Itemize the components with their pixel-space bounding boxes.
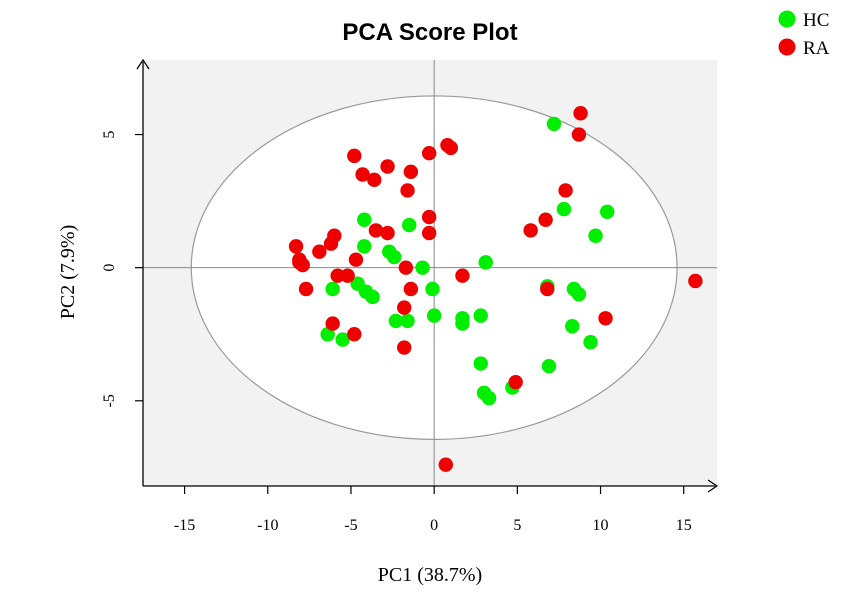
- point-ra: [347, 148, 362, 164]
- legend-label-ra: RA: [803, 38, 830, 59]
- point-ra: [508, 374, 523, 390]
- point-ra: [368, 223, 384, 238]
- point-hc: [546, 116, 562, 132]
- point-ra: [323, 236, 339, 251]
- point-ra: [538, 212, 553, 227]
- point-hc: [388, 313, 404, 329]
- point-ra: [330, 268, 345, 283]
- point-ra: [325, 316, 340, 331]
- point-ra: [443, 140, 458, 156]
- point-ra: [573, 106, 588, 121]
- axes: -15 -10 -5 0 5 10 15 -5 0 5: [101, 58, 719, 534]
- point-ra: [421, 225, 437, 241]
- point-hc: [325, 281, 340, 297]
- y-tick-label: 0: [101, 264, 118, 272]
- point-hc: [583, 335, 598, 350]
- point-ra: [540, 281, 555, 297]
- legend: HC RA: [778, 10, 830, 59]
- point-ra: [380, 225, 395, 241]
- point-ra: [397, 340, 412, 355]
- point-ra: [455, 268, 470, 283]
- point-hc: [556, 201, 572, 217]
- point-hc: [400, 313, 415, 329]
- plot-area: [143, 60, 717, 486]
- point-hc: [473, 308, 488, 323]
- point-hc: [365, 289, 380, 305]
- point-ra: [347, 327, 362, 342]
- x-tick-label: -10: [257, 517, 278, 534]
- point-ra: [403, 281, 419, 297]
- point-hc: [565, 319, 580, 334]
- y-tick-label: -5: [101, 394, 118, 407]
- point-hc: [455, 316, 470, 331]
- y-ticks: -5 0 5: [101, 131, 143, 407]
- point-hc: [481, 390, 497, 406]
- point-hc: [402, 217, 417, 233]
- point-ra: [688, 273, 703, 289]
- point-ra: [298, 281, 314, 297]
- point-hc: [588, 228, 603, 243]
- y-tick-label: 5: [101, 131, 118, 139]
- point-hc: [473, 356, 488, 371]
- x-tick-label: 10: [593, 517, 609, 534]
- point-ra: [403, 164, 419, 180]
- x-ticks: -15 -10 -5 0 5 10 15: [174, 486, 692, 534]
- point-ra: [288, 239, 304, 254]
- x-tick-label: -15: [174, 517, 195, 534]
- point-ra: [421, 209, 437, 225]
- x-tick-label: 0: [430, 517, 438, 534]
- chart-title: PCA Score Plot: [342, 19, 517, 46]
- point-hc: [387, 249, 402, 265]
- point-ra: [397, 300, 412, 315]
- x-axis-label: PC1 (38.7%): [378, 564, 482, 586]
- point-hc: [425, 281, 440, 297]
- point-ra: [421, 145, 437, 161]
- legend-marker-ra: [778, 38, 796, 56]
- point-hc: [478, 255, 493, 270]
- y-axis-arrow: [136, 58, 150, 70]
- point-ra: [355, 167, 370, 182]
- point-hc: [571, 287, 587, 302]
- x-tick-label: 15: [676, 517, 692, 534]
- point-ra: [558, 183, 573, 198]
- legend-marker-hc: [778, 10, 796, 28]
- legend-label-hc: HC: [803, 10, 829, 31]
- point-ra: [312, 244, 327, 259]
- point-ra: [598, 311, 613, 326]
- point-hc: [415, 260, 430, 275]
- point-ra: [348, 252, 364, 267]
- x-tick-label: -5: [344, 517, 357, 534]
- point-hc: [335, 332, 350, 347]
- point-ra: [340, 268, 355, 283]
- y-axis-label: PC2 (7.9%): [57, 225, 79, 319]
- point-hc: [599, 204, 615, 219]
- point-hc: [426, 308, 442, 323]
- point-ra: [571, 127, 587, 142]
- point-hc: [357, 212, 372, 227]
- point-hc: [541, 358, 557, 374]
- point-ra: [523, 223, 538, 238]
- point-hc: [357, 239, 372, 254]
- point-ra: [398, 260, 414, 275]
- x-axis-arrow: [707, 479, 719, 493]
- x-tick-label: 5: [513, 517, 521, 534]
- point-ra: [292, 252, 307, 267]
- point-ra: [380, 159, 395, 174]
- data-points: [288, 106, 703, 472]
- point-ra: [438, 457, 454, 472]
- point-ra: [400, 183, 415, 198]
- point-ra: [367, 172, 382, 188]
